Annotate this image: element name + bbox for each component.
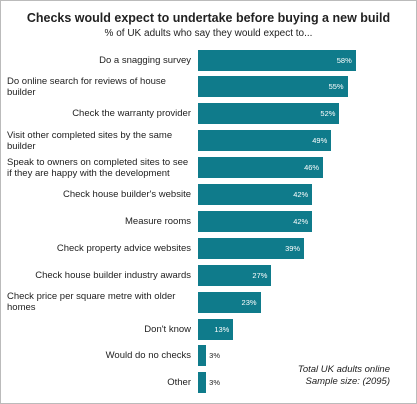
note: Total UK adults online — [297, 364, 390, 375]
bar — [198, 157, 324, 179]
value-label: 42% — [293, 190, 309, 199]
bar — [198, 130, 332, 152]
chart-subtitle: % of UK adults who say they would expect… — [104, 28, 313, 39]
value-label: 27% — [252, 270, 268, 280]
value-label: 52% — [320, 109, 336, 119]
bar — [198, 291, 261, 313]
value-label: 49% — [312, 136, 328, 146]
category-label: Don't know — [144, 323, 191, 335]
category-label: Check house builder industry awards — [35, 269, 191, 281]
bar — [198, 210, 313, 232]
bar — [198, 345, 207, 367]
value-label: 23% — [241, 297, 257, 307]
bar — [198, 372, 207, 394]
category-label: Check house builder's website — [62, 189, 191, 200]
category-label: Would do no checks — [105, 350, 191, 362]
chart-title: Checks would expect to undertake before … — [26, 11, 391, 25]
bar — [198, 103, 340, 125]
category-label: Do a snagging survey — [99, 54, 191, 66]
bar — [198, 184, 313, 205]
category-label: Check property advice websites — [56, 242, 191, 254]
value-label: 46% — [304, 163, 320, 173]
category-label: Check the warranty provider — [72, 108, 191, 120]
note: Sample size: (2095) — [305, 376, 390, 387]
bar — [198, 49, 356, 71]
category-label: Check price per square metre with older … — [7, 291, 176, 314]
category-label: Other — [167, 377, 191, 389]
value-label: 13% — [214, 324, 230, 334]
value-label: 39% — [285, 243, 301, 253]
value-label: 55% — [328, 82, 344, 92]
category-label: Do online search for reviews of house bu… — [7, 75, 166, 98]
bar — [198, 76, 348, 98]
bar — [198, 264, 272, 286]
category-label: Measure rooms — [125, 215, 191, 227]
bar — [198, 237, 305, 259]
category-label: Visit other completed sites by the same … — [7, 129, 173, 152]
value-label: 58% — [336, 55, 352, 65]
value-label: 3% — [209, 351, 220, 361]
category-label: Speak to owners on completed sites to se… — [7, 156, 189, 179]
bar — [198, 318, 234, 340]
value-label: 42% — [293, 216, 309, 226]
value-label: 3% — [209, 378, 220, 388]
